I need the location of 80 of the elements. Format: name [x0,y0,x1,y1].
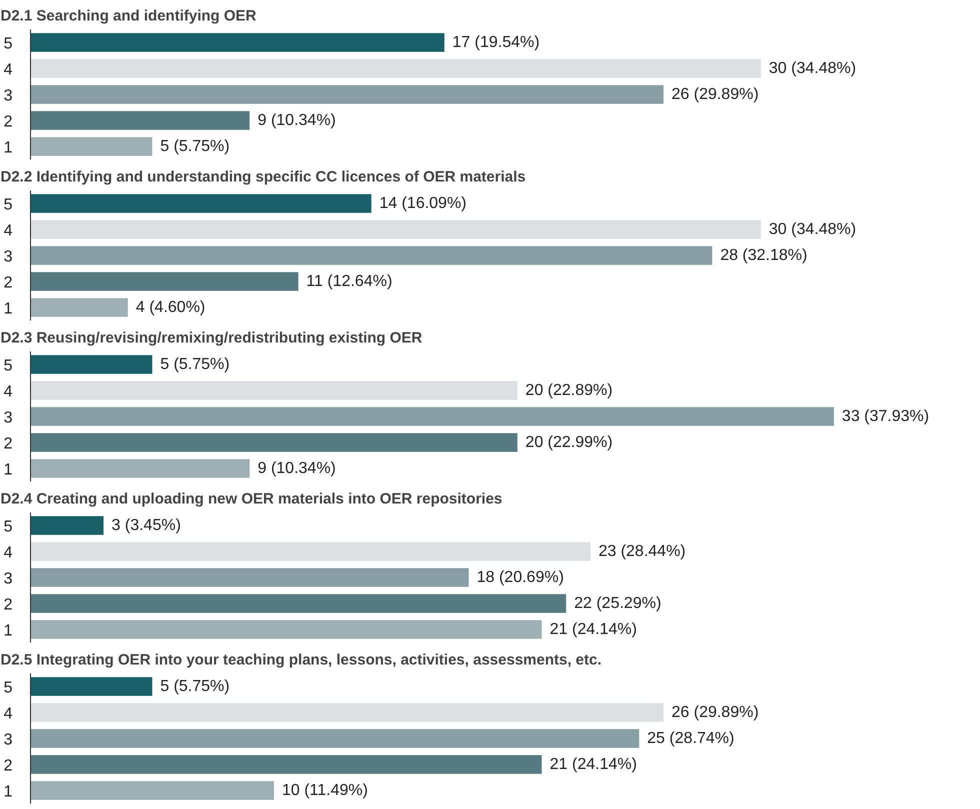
y-tick-label: 1 [4,784,13,800]
data-label: 5 (5.75%) [160,138,230,155]
data-label: 26 (29.89%) [671,704,759,721]
bar [30,620,542,639]
data-label: 5 (5.75%) [160,678,230,695]
data-label: 33 (37.93%) [842,408,930,425]
bar [30,407,834,426]
bar [30,755,542,774]
bar [30,729,640,748]
y-tick-label: 4 [4,706,13,722]
bar [30,220,761,239]
bar [30,433,518,452]
data-label: 30 (34.48%) [768,60,856,77]
data-label: 28 (32.18%) [720,247,808,264]
y-tick-label: 3 [4,570,13,588]
y-tick-label: 3 [4,410,13,426]
bar [30,355,152,374]
data-label: 20 (22.99%) [525,434,613,451]
y-tick-label: 4 [4,544,13,562]
data-label: 10 (11.49%) [282,782,368,799]
y-tick-label: 5 [4,680,13,696]
y-tick-label: 4 [4,384,13,400]
data-label: 9 (10.34%) [258,112,336,129]
chart-title: D2.3 Reusing/revising/remixing/redistributing existing OER [0,330,422,346]
bar [30,594,566,613]
data-label: 5 (5.75%) [160,356,230,373]
y-tick-label: 5 [4,358,13,374]
data-label: 17 (19.54%) [452,34,540,51]
y-tick-label: 2 [4,274,13,292]
bar [30,272,298,291]
data-label: 3 (3.45%) [112,517,181,534]
bar [30,85,664,104]
y-tick-label: 2 [4,758,13,774]
chart-title: D2.4 Creating and uploading new OER materials into OER repositories [0,490,502,508]
y-tick-label: 1 [4,300,13,318]
y-tick-label: 3 [4,732,13,748]
y-tick-label: 1 [4,462,13,478]
bar [30,33,444,52]
data-label: 22 (25.29%) [574,595,662,612]
y-tick-label: 2 [4,436,13,452]
chart-title: D2.5 Integrating OER into your teaching plans, lessons, activities, assessments, etc. [0,652,602,668]
bar [30,111,250,130]
data-label: 4 (4.60%) [136,299,206,316]
y-tick-label: 2 [4,114,13,130]
bar [30,516,104,535]
bar [30,246,712,265]
y-tick-label: 5 [4,518,13,536]
bar [30,59,761,78]
data-label: 11 (12.64%) [306,273,392,290]
bar [30,703,664,722]
bar [30,298,128,317]
y-tick-label: 5 [4,196,13,214]
data-label: 23 (28.44%) [598,543,686,560]
y-tick-label: 2 [4,596,13,614]
bar [30,137,152,156]
y-tick-label: 3 [4,248,13,266]
bar [30,542,590,561]
bar [30,781,274,800]
bar [30,677,152,696]
data-label: 9 (10.34%) [258,460,336,477]
bar [30,194,372,213]
data-label: 18 (20.69%) [476,569,564,586]
data-label: 21 (24.14%) [550,756,637,773]
y-tick-label: 5 [4,36,13,52]
data-label: 14 (16.09%) [379,195,467,212]
y-tick-label: 4 [4,222,13,240]
chart-title: D2.2 Identifying and understanding specific CC licences of OER materials [0,168,526,186]
bar [30,381,518,400]
data-label: 21 (24.14%) [550,621,637,638]
data-label: 26 (29.89%) [671,86,759,103]
data-label: 30 (34.48%) [768,221,856,238]
data-label: 25 (28.74%) [647,730,734,747]
y-tick-label: 1 [4,140,13,156]
bar [30,568,469,587]
data-label: 20 (22.89%) [525,382,613,399]
bar [30,459,250,478]
y-tick-label: 4 [4,62,13,78]
y-tick-label: 1 [4,622,13,640]
y-tick-label: 3 [4,88,13,104]
chart-title: D2.1 Searching and identifying OER [0,8,257,24]
